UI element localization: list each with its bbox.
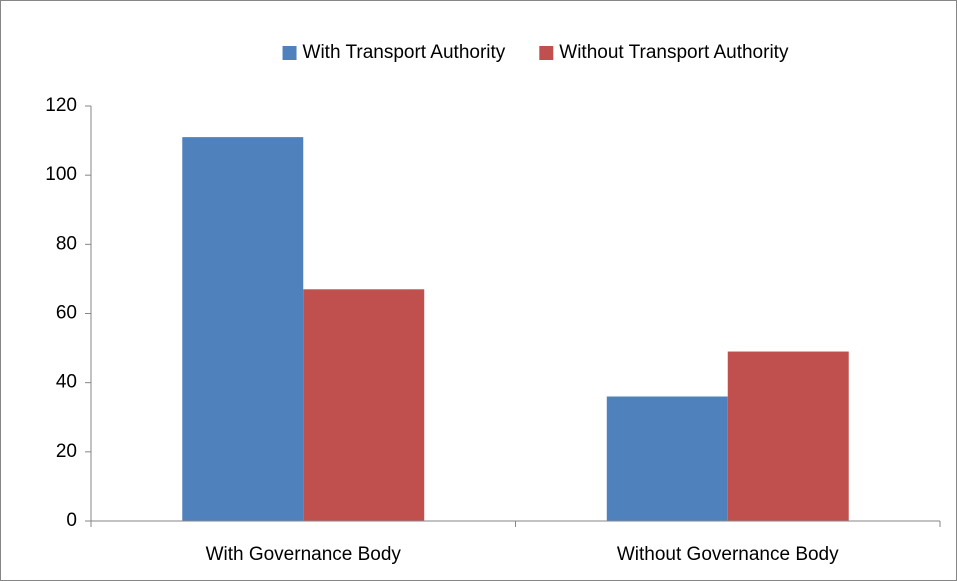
x-tick-label: Without Governance Body <box>617 544 839 565</box>
y-tick-label: 20 <box>56 441 77 462</box>
legend-swatch <box>282 46 297 60</box>
legend-label: Without Transport Authority <box>559 42 789 63</box>
bar <box>727 351 849 521</box>
y-tick-label: 60 <box>56 303 77 324</box>
bar <box>606 396 728 521</box>
bar <box>303 289 425 521</box>
y-tick-label: 120 <box>45 95 77 116</box>
legend-swatch <box>539 46 554 60</box>
y-tick-label: 80 <box>56 233 77 254</box>
legend-label: With Transport Authority <box>303 42 506 63</box>
bar <box>182 137 304 521</box>
y-tick-label: 100 <box>45 164 77 185</box>
y-tick-label: 40 <box>56 372 77 393</box>
x-tick-label: With Governance Body <box>206 544 402 565</box>
y-tick-label: 0 <box>66 510 77 531</box>
